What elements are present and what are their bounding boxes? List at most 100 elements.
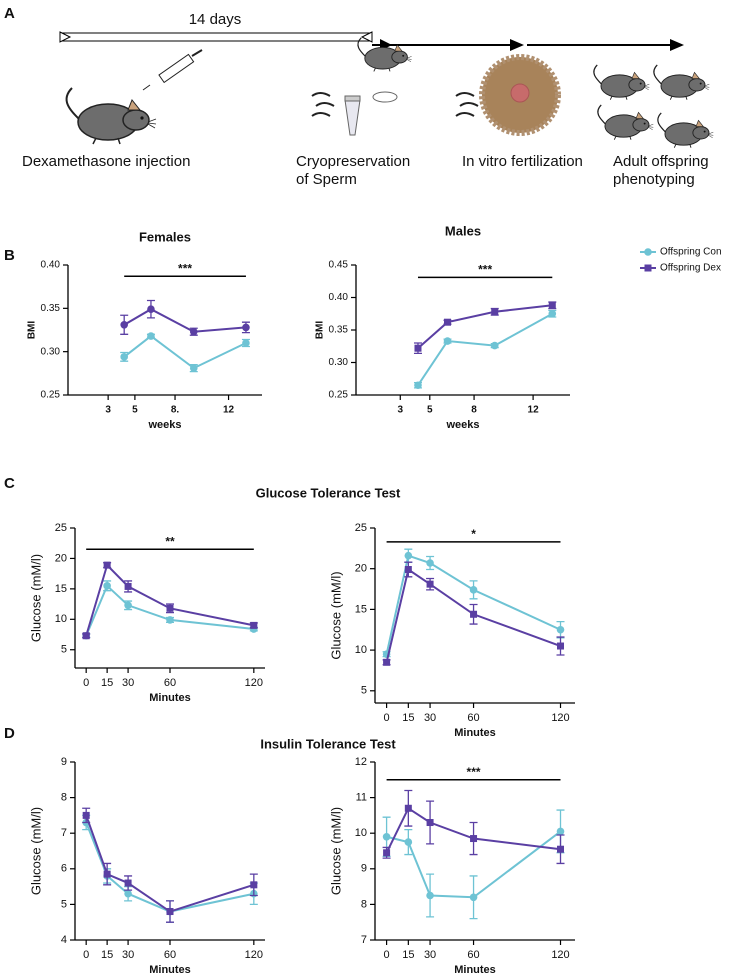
point	[383, 658, 391, 666]
point	[443, 337, 452, 345]
egg-icon	[455, 54, 561, 136]
series-line	[417, 312, 553, 386]
point	[82, 632, 90, 640]
x-axis-label: weeks	[147, 419, 181, 431]
x-tick-label: 60	[164, 949, 176, 961]
legend-marker	[644, 248, 652, 256]
point	[414, 344, 422, 352]
chart-title: Females	[139, 229, 191, 244]
series-line	[85, 822, 255, 913]
y-tick-label: 0.30	[41, 346, 61, 357]
point	[469, 893, 478, 902]
legend-marker	[644, 264, 652, 272]
point	[557, 642, 565, 650]
point	[556, 827, 565, 836]
step-label: phenotyping	[613, 171, 695, 188]
x-tick-label: 30	[424, 712, 436, 724]
syringe-icon	[142, 49, 203, 91]
x-tick-label: 15	[101, 949, 113, 961]
section-title: Glucose Tolerance Test	[256, 485, 401, 500]
point	[557, 845, 565, 853]
x-axis-label: Minutes	[149, 964, 191, 976]
x-tick-label: 0	[384, 712, 390, 724]
point	[426, 819, 434, 827]
point	[124, 582, 132, 590]
x-tick-label: 8.	[171, 405, 180, 416]
y-axis-label: Glucose (mM/l)	[328, 807, 343, 895]
significance-label: *	[471, 527, 476, 541]
point	[404, 804, 412, 812]
y-tick-label: 0.25	[329, 390, 349, 401]
x-tick-label: 3	[105, 405, 111, 416]
x-tick-label: 60	[164, 677, 176, 689]
step-label: Dexamethasone injection	[22, 153, 190, 170]
point	[548, 301, 556, 309]
y-tick-label: 9	[61, 756, 67, 768]
point	[382, 832, 391, 841]
panel-label: C	[4, 475, 15, 492]
y-tick-label: 10	[55, 613, 67, 625]
point	[147, 332, 155, 340]
y-tick-label: 10	[355, 827, 367, 839]
y-tick-label: 6	[61, 863, 67, 875]
point	[548, 309, 557, 318]
point	[189, 364, 198, 372]
point	[124, 879, 132, 887]
point	[470, 610, 478, 618]
x-tick-label: 30	[122, 677, 134, 689]
x-tick-label: 30	[122, 949, 134, 961]
point	[426, 580, 434, 588]
offspring-icons	[593, 64, 714, 149]
x-tick-label: 12	[223, 405, 235, 416]
y-axis-label: Glucose (mM/l)	[328, 571, 343, 659]
y-axis-label: BMI	[27, 321, 38, 340]
x-tick-label: 60	[467, 712, 479, 724]
y-tick-label: 0.45	[329, 260, 349, 271]
x-tick-label: 5	[132, 405, 138, 416]
y-tick-label: 20	[355, 563, 367, 575]
y-tick-label: 10	[355, 644, 367, 656]
point	[470, 835, 478, 843]
point	[404, 838, 413, 846]
x-tick-label: 5	[427, 405, 433, 416]
x-tick-label: 0	[83, 677, 89, 689]
point	[103, 582, 111, 590]
sperm-tube-icon	[311, 91, 398, 136]
point	[414, 381, 422, 390]
point	[82, 811, 90, 819]
point	[490, 341, 499, 350]
point	[103, 561, 111, 569]
panel-label: D	[4, 725, 15, 742]
y-tick-label: 8	[61, 792, 67, 804]
panel-label: A	[4, 5, 15, 22]
point	[426, 559, 434, 567]
significance-label: ***	[478, 263, 492, 277]
point	[124, 601, 132, 610]
point	[166, 908, 174, 916]
y-tick-label: 12	[355, 756, 367, 768]
point	[250, 881, 258, 889]
y-tick-label: 5	[361, 685, 367, 697]
point	[147, 305, 155, 314]
y-tick-label: 0.40	[329, 292, 349, 303]
y-axis-label: Glucose (mM/l)	[28, 554, 43, 642]
point	[120, 321, 128, 329]
point	[491, 308, 499, 316]
x-tick-label: 60	[467, 949, 479, 961]
step-label: In vitro fertilization	[462, 153, 583, 170]
y-tick-label: 11	[356, 792, 367, 804]
point	[242, 323, 250, 332]
point	[469, 586, 478, 594]
x-tick-label: 15	[101, 677, 113, 689]
x-tick-label: 0	[83, 949, 89, 961]
x-tick-label: 120	[245, 677, 263, 689]
series-line	[123, 334, 247, 370]
x-tick-label: 8	[471, 405, 477, 416]
y-tick-label: 0.25	[41, 390, 61, 401]
y-tick-label: 0.35	[41, 303, 61, 314]
y-tick-label: 25	[55, 522, 67, 534]
y-axis-label: BMI	[315, 321, 326, 340]
point	[242, 339, 250, 347]
y-tick-label: 9	[361, 863, 367, 875]
